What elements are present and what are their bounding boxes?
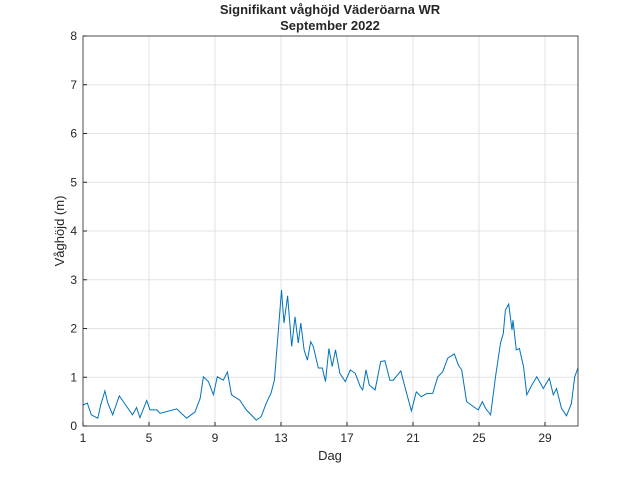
chart-title: Signifikant våghöjd Väderöarna WR	[220, 2, 441, 17]
x-tick-label: 1	[80, 431, 87, 445]
x-tick-label: 29	[538, 431, 552, 445]
y-tick-label: 1	[70, 370, 77, 384]
x-tick-label: 21	[406, 431, 420, 445]
x-tick-label: 25	[472, 431, 486, 445]
x-tick-label: 9	[212, 431, 219, 445]
y-tick-label: 8	[70, 29, 77, 43]
y-tick-label: 0	[70, 419, 77, 433]
x-tick-label: 17	[340, 431, 354, 445]
y-tick-label: 4	[70, 224, 77, 238]
y-tick-label: 6	[70, 127, 77, 141]
x-axis-label: Dag	[318, 448, 342, 463]
y-tick-label: 7	[70, 78, 77, 92]
y-tick-label: 5	[70, 175, 77, 189]
axes-box	[82, 35, 579, 427]
y-axis-label: Våghöjd (m)	[52, 196, 67, 267]
x-tick-label: 5	[146, 431, 153, 445]
y-tick-label: 3	[70, 273, 77, 287]
series-line	[82, 289, 579, 421]
y-tick-label: 2	[70, 322, 77, 336]
x-tick-label: 13	[274, 431, 288, 445]
chart-subtitle: September 2022	[280, 18, 380, 33]
